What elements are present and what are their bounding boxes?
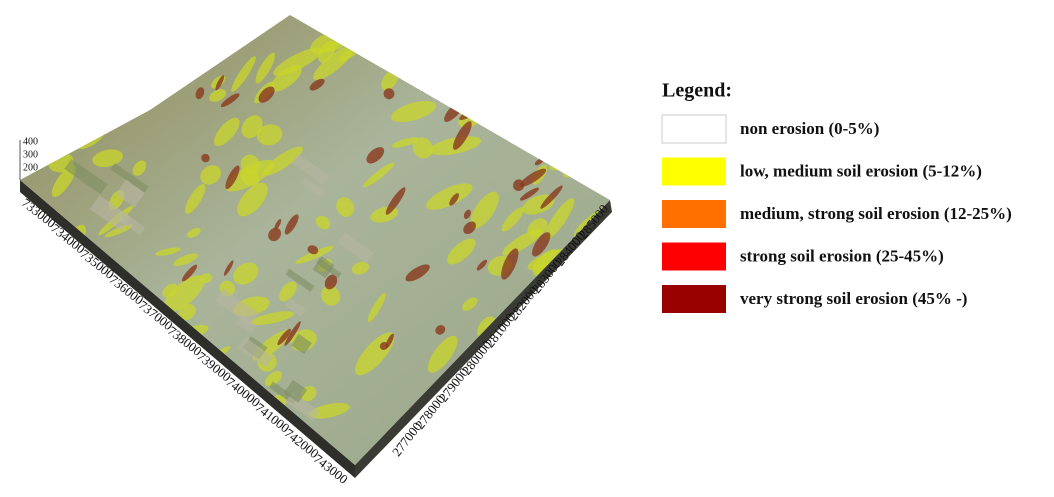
- brown-streak: [560, 61, 571, 78]
- yellow-patch: [106, 63, 159, 98]
- legend-swatch: [662, 243, 726, 271]
- yellow-patch: [524, 90, 539, 111]
- yellow-patch: [106, 320, 151, 352]
- legend: non erosion (0-5%) low, medium soil erosi…: [662, 115, 1012, 313]
- yellow-patch: [346, 26, 372, 54]
- yellow-patch: [557, 400, 609, 439]
- yellow-patch: [131, 15, 166, 46]
- yellow-patch: [139, 82, 161, 102]
- yellow-patch: [579, 129, 602, 152]
- legend-label: low, medium soil erosion (5-12%): [740, 161, 982, 180]
- brown-streak: [466, 40, 488, 71]
- legend-swatch: [662, 285, 726, 313]
- field: [115, 342, 150, 372]
- yellow-patch: [527, 324, 546, 342]
- brown-streak: [414, 17, 431, 41]
- yellow-patch: [128, 54, 166, 85]
- terrain: [20, 12, 620, 478]
- brown-streak: [446, 47, 474, 69]
- brown-streak: [549, 14, 574, 47]
- yellow-patch: [558, 353, 583, 381]
- yellow-patch: [95, 47, 115, 70]
- brown-streak: [567, 12, 584, 33]
- yellow-patch: [431, 25, 453, 47]
- field: [113, 312, 136, 331]
- yellow-patch: [546, 139, 599, 175]
- legend-label: very strong soil erosion (45% -): [740, 289, 967, 308]
- yellow-patch: [545, 89, 570, 113]
- brown-streak: [211, 12, 233, 38]
- yellow-patch: [582, 294, 607, 319]
- yellow-patch: [406, 26, 421, 41]
- field: [54, 270, 83, 296]
- z-tick-label: 300: [23, 149, 38, 160]
- yellow-patch: [131, 23, 180, 79]
- brown-streak: [421, 70, 453, 94]
- yellow-patch: [112, 313, 154, 355]
- yellow-patch: [90, 74, 124, 104]
- yellow-patch: [110, 339, 145, 388]
- yellow-patch: [559, 343, 603, 387]
- legend-label: strong soil erosion (25-45%): [740, 246, 944, 265]
- legend-title: Legend:: [662, 80, 732, 102]
- brown-streak: [457, 98, 492, 123]
- yellow-patch: [53, 73, 83, 96]
- legend-swatch: [662, 200, 726, 228]
- yellow-patch: [576, 284, 601, 299]
- brown-streak: [441, 39, 453, 51]
- brown-streak: [414, 48, 428, 62]
- brown-streak: [562, 44, 586, 65]
- yellow-patch: [126, 427, 151, 451]
- legend-swatch: [662, 115, 726, 143]
- legend-label: medium, strong soil erosion (12-25%): [740, 204, 1012, 223]
- brown-streak: [520, 107, 530, 118]
- yellow-patch: [447, 73, 475, 97]
- z-tick-label: 200: [23, 162, 38, 173]
- yellow-patch: [176, 369, 192, 389]
- brown-streak: [206, 17, 222, 33]
- yellow-patch: [102, 76, 119, 97]
- map-figure: Legend: non erosion (0-5%) low, medium so…: [0, 0, 1054, 497]
- yellow-patch: [75, 330, 110, 353]
- yellow-patch: [558, 54, 580, 80]
- yellow-patch: [591, 28, 607, 43]
- brown-streak: [168, 17, 198, 44]
- yellow-patch: [202, 416, 240, 440]
- brown-streak: [570, 147, 603, 174]
- field: [151, 379, 173, 399]
- yellow-patch: [91, 36, 126, 65]
- legend-swatch: [662, 158, 726, 186]
- legend-label: non erosion (0-5%): [740, 119, 879, 138]
- z-tick-label: 400: [23, 136, 38, 147]
- yellow-patch: [474, 436, 496, 457]
- yellow-patch: [196, 13, 231, 48]
- brown-streak: [435, 74, 466, 103]
- brown-streak: [364, 15, 380, 32]
- yellow-patch: [87, 343, 141, 372]
- yellow-patch: [579, 23, 598, 42]
- brown-streak: [545, 44, 564, 73]
- brown-streak: [348, 12, 380, 41]
- yellow-patch: [144, 369, 174, 397]
